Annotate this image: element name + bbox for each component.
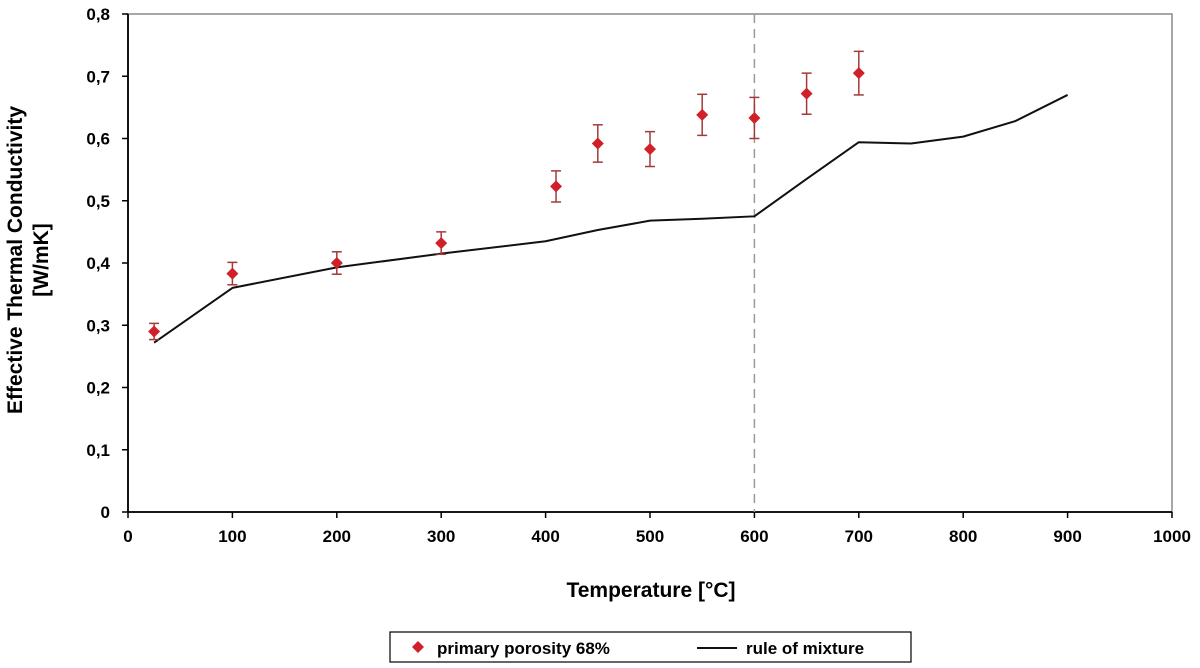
- data-point-group: [696, 93, 709, 137]
- data-point-marker: [148, 325, 161, 338]
- y-tick-label: 0,2: [86, 379, 110, 398]
- x-tick-label: 700: [845, 527, 873, 546]
- legend-marker-diamond: [412, 641, 424, 653]
- y-tick-label: 0,5: [86, 192, 110, 211]
- data-point-marker: [748, 111, 761, 124]
- x-tick-label: 500: [636, 527, 664, 546]
- x-tick-label: 800: [949, 527, 977, 546]
- x-tick-label: 100: [218, 527, 246, 546]
- y-tick-label: 0,4: [86, 254, 110, 273]
- legend-item-primary-porosity: [412, 641, 424, 653]
- y-tick-label: 0,3: [86, 316, 110, 335]
- data-point-group: [644, 130, 656, 168]
- y-tick-label: 0,7: [86, 67, 110, 86]
- x-tick-label: 400: [531, 527, 559, 546]
- legend: primary porosity 68% rule of mixture: [389, 631, 912, 663]
- y-tick-label: 0,8: [86, 5, 110, 24]
- data-point-group: [435, 231, 448, 256]
- data-point-marker: [800, 87, 813, 100]
- data-point-group: [330, 251, 343, 275]
- y-tick-label: 0,6: [86, 130, 110, 149]
- data-point-marker: [226, 267, 239, 280]
- legend-label-primary-porosity: primary porosity 68%: [437, 639, 610, 658]
- data-point-marker: [644, 143, 656, 156]
- data-point-group: [748, 96, 761, 140]
- y-axis-title-line1: Effective Thermal Conductivity: [4, 106, 27, 414]
- plot-area: [127, 13, 1173, 513]
- data-point-marker: [330, 257, 343, 269]
- x-tick-label: 0: [123, 527, 132, 546]
- legend-box: [389, 631, 912, 663]
- data-point-group: [591, 124, 604, 163]
- data-point-group: [800, 72, 813, 115]
- data-point-marker: [696, 108, 709, 121]
- data-point-group: [852, 50, 865, 96]
- data-point-marker: [852, 67, 865, 80]
- data-point-marker: [550, 180, 563, 193]
- plot-frame-layer: [127, 13, 1173, 513]
- axis-layer: 0 100 200 300 400 500 600 700 800 900 1000 0 0,1 0,2 0…: [86, 5, 1191, 546]
- y-tick-label: 0: [101, 503, 110, 522]
- data-point-marker: [591, 137, 604, 150]
- x-tick-label: 1000: [1153, 527, 1191, 546]
- data-point-marker: [435, 237, 448, 250]
- y-axis-title-line2: [W/mK]: [30, 223, 53, 296]
- data-point-group: [550, 170, 563, 203]
- legend-label-rule-of-mixture: rule of mixture: [746, 639, 864, 658]
- x-tick-label: 300: [427, 527, 455, 546]
- y-tick-label: 0,1: [86, 441, 110, 460]
- x-tick-label: 600: [740, 527, 768, 546]
- data-point-group: [226, 261, 239, 286]
- x-tick-label: 900: [1053, 527, 1081, 546]
- x-tick-label: 200: [323, 527, 351, 546]
- data-point-group: [148, 322, 161, 341]
- point-series-layer: [148, 50, 865, 341]
- line-series-layer: [153, 94, 1069, 344]
- x-axis-title: Temperature [°C]: [566, 579, 735, 602]
- series-line-rule-of-mixture: [153, 94, 1069, 344]
